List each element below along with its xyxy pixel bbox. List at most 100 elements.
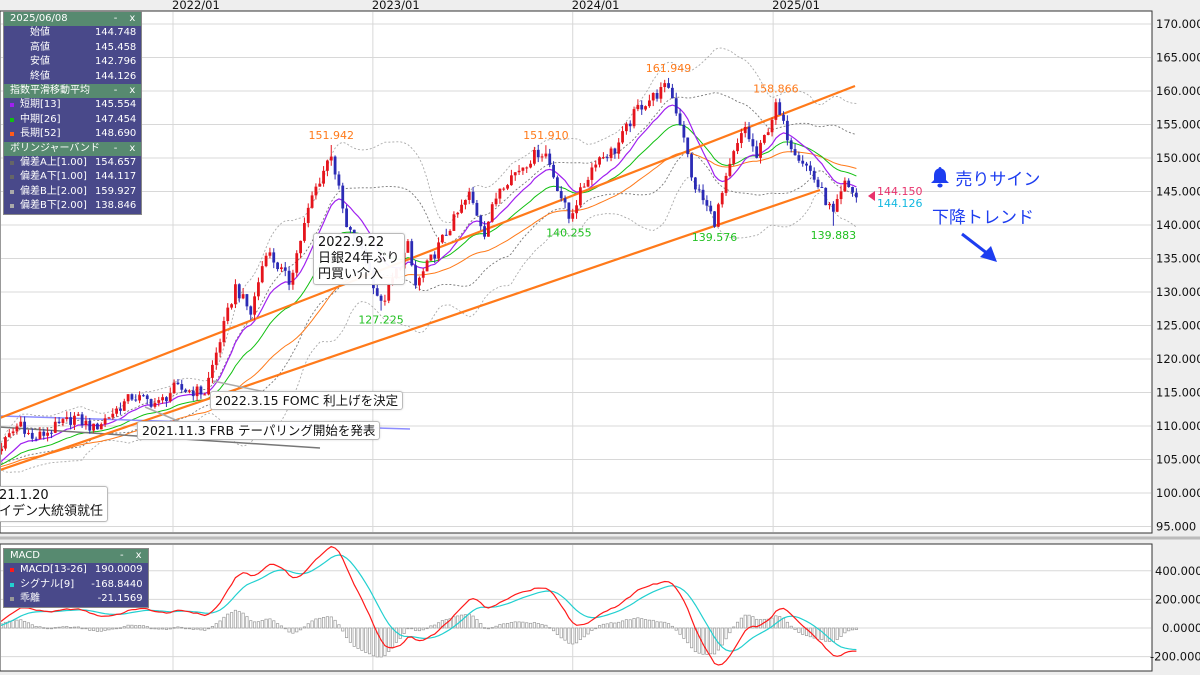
row-key: 偏差B下[2.00] — [10, 199, 87, 214]
macd-histogram-bar — [575, 627, 579, 644]
series-color-marker — [10, 160, 14, 165]
macd-histogram-bar — [348, 627, 352, 643]
candle-body — [161, 397, 164, 401]
macd-histogram-bar — [755, 618, 759, 629]
panel-row: 乖離 -21.1569 — [4, 592, 148, 607]
candle-body — [218, 342, 222, 353]
annotation-line: 21.1.20 — [0, 488, 49, 503]
low-price-label: 127.225 — [358, 314, 404, 327]
macd-histogram-bar — [199, 627, 203, 631]
candle-body — [272, 252, 276, 263]
row-key: 偏差B上[2.00] — [10, 185, 87, 200]
candle-body — [663, 83, 667, 88]
macd-histogram-bar — [509, 621, 513, 629]
macd-histogram-bar — [632, 618, 636, 629]
minimize-button[interactable]: - — [113, 13, 118, 24]
macd-histogram-bar — [34, 626, 38, 629]
macd-histogram-bar — [15, 619, 19, 629]
candle-body — [601, 157, 605, 159]
macd-histogram-bar — [46, 627, 50, 630]
candle-body — [429, 254, 433, 261]
candle-body — [686, 137, 690, 155]
row-value: 142.796 — [94, 56, 137, 67]
candle-body — [318, 183, 322, 187]
close-button[interactable]: x — [135, 550, 142, 561]
candle-body — [349, 227, 352, 230]
candle-body — [513, 172, 517, 176]
macd-histogram-bar — [364, 627, 368, 653]
macd-histogram-bar — [329, 616, 333, 629]
macd-histogram-bar — [149, 627, 153, 630]
macd-histogram-bar — [111, 627, 115, 630]
candle-body — [23, 421, 27, 434]
macd-tick-label: 400.0000 — [1155, 564, 1200, 578]
minimize-button[interactable]: - — [113, 85, 118, 96]
close-button[interactable]: x — [129, 13, 136, 24]
candle-body — [736, 143, 739, 152]
candle-body — [122, 401, 126, 411]
macd-histogram-bar — [38, 626, 42, 629]
row-label: 始値 — [30, 27, 50, 38]
candle-body — [103, 418, 107, 425]
macd-histogram-bar — [314, 618, 318, 629]
candle-body — [720, 192, 724, 205]
candle-body — [425, 260, 429, 272]
macd-histogram-bar — [578, 627, 582, 640]
minimize-button[interactable]: - — [113, 142, 118, 154]
candle-body — [452, 214, 456, 231]
candle-body — [69, 417, 73, 425]
macd-histogram-bar — [559, 627, 563, 639]
macd-histogram-bar — [475, 619, 479, 629]
macd-histogram-bar — [214, 623, 218, 629]
panel-row: 中期[26] 147.454 — [4, 113, 141, 128]
macd-histogram-bar — [299, 627, 303, 631]
candle-body — [138, 395, 141, 401]
annotation-leader-line — [144, 406, 179, 422]
candle-body — [820, 187, 824, 189]
row-key: 短期[13] — [10, 98, 61, 113]
panel-row: 長期[52] 148.690 — [4, 127, 141, 142]
candle-body — [295, 253, 299, 273]
candle-body — [249, 306, 253, 315]
macd-histogram-bar — [789, 625, 793, 629]
candle-body — [211, 364, 214, 378]
macd-histogram-bar — [333, 619, 337, 629]
macd-histogram-bar — [471, 615, 475, 629]
bid-price-label: 144.150 — [877, 185, 923, 198]
macd-histogram-bar — [621, 620, 625, 629]
candle-body — [789, 140, 793, 150]
macd-histogram-bar — [26, 622, 30, 629]
macd-histogram-bar — [356, 627, 360, 649]
row-value: 144.126 — [94, 70, 137, 82]
candle-body — [667, 83, 670, 88]
close-button[interactable]: x — [129, 85, 136, 96]
macd-histogram-bar — [705, 627, 709, 655]
macd-histogram-bar — [502, 623, 506, 629]
candle-body — [797, 155, 801, 161]
minimize-button[interactable]: - — [120, 550, 124, 561]
macd-histogram-bar — [433, 624, 437, 629]
candle-body — [812, 170, 816, 180]
y-tick-label: 150.000 — [1156, 151, 1200, 165]
candle-body — [674, 98, 678, 114]
macd-histogram-bar — [724, 627, 728, 640]
macd-histogram-bar — [306, 623, 310, 629]
macd-histogram-bar — [636, 617, 640, 629]
macd-histogram-bar — [609, 622, 613, 629]
macd-histogram-bar — [751, 616, 755, 629]
candle-body — [1, 448, 4, 452]
macd-histogram-bar — [249, 620, 253, 629]
candle-body — [659, 87, 663, 99]
candle-body — [617, 142, 621, 154]
macd-histogram-bar — [728, 627, 732, 634]
candle-body — [831, 203, 835, 212]
candle-body — [697, 189, 701, 191]
candle-body — [337, 174, 341, 186]
row-value: 144.117 — [94, 171, 137, 182]
macd-histogram-bar — [287, 627, 291, 633]
candle-body — [644, 106, 647, 110]
candle-body — [739, 133, 743, 144]
close-button[interactable]: x — [129, 142, 136, 154]
candle-body — [375, 288, 379, 296]
candle-body — [586, 179, 590, 187]
